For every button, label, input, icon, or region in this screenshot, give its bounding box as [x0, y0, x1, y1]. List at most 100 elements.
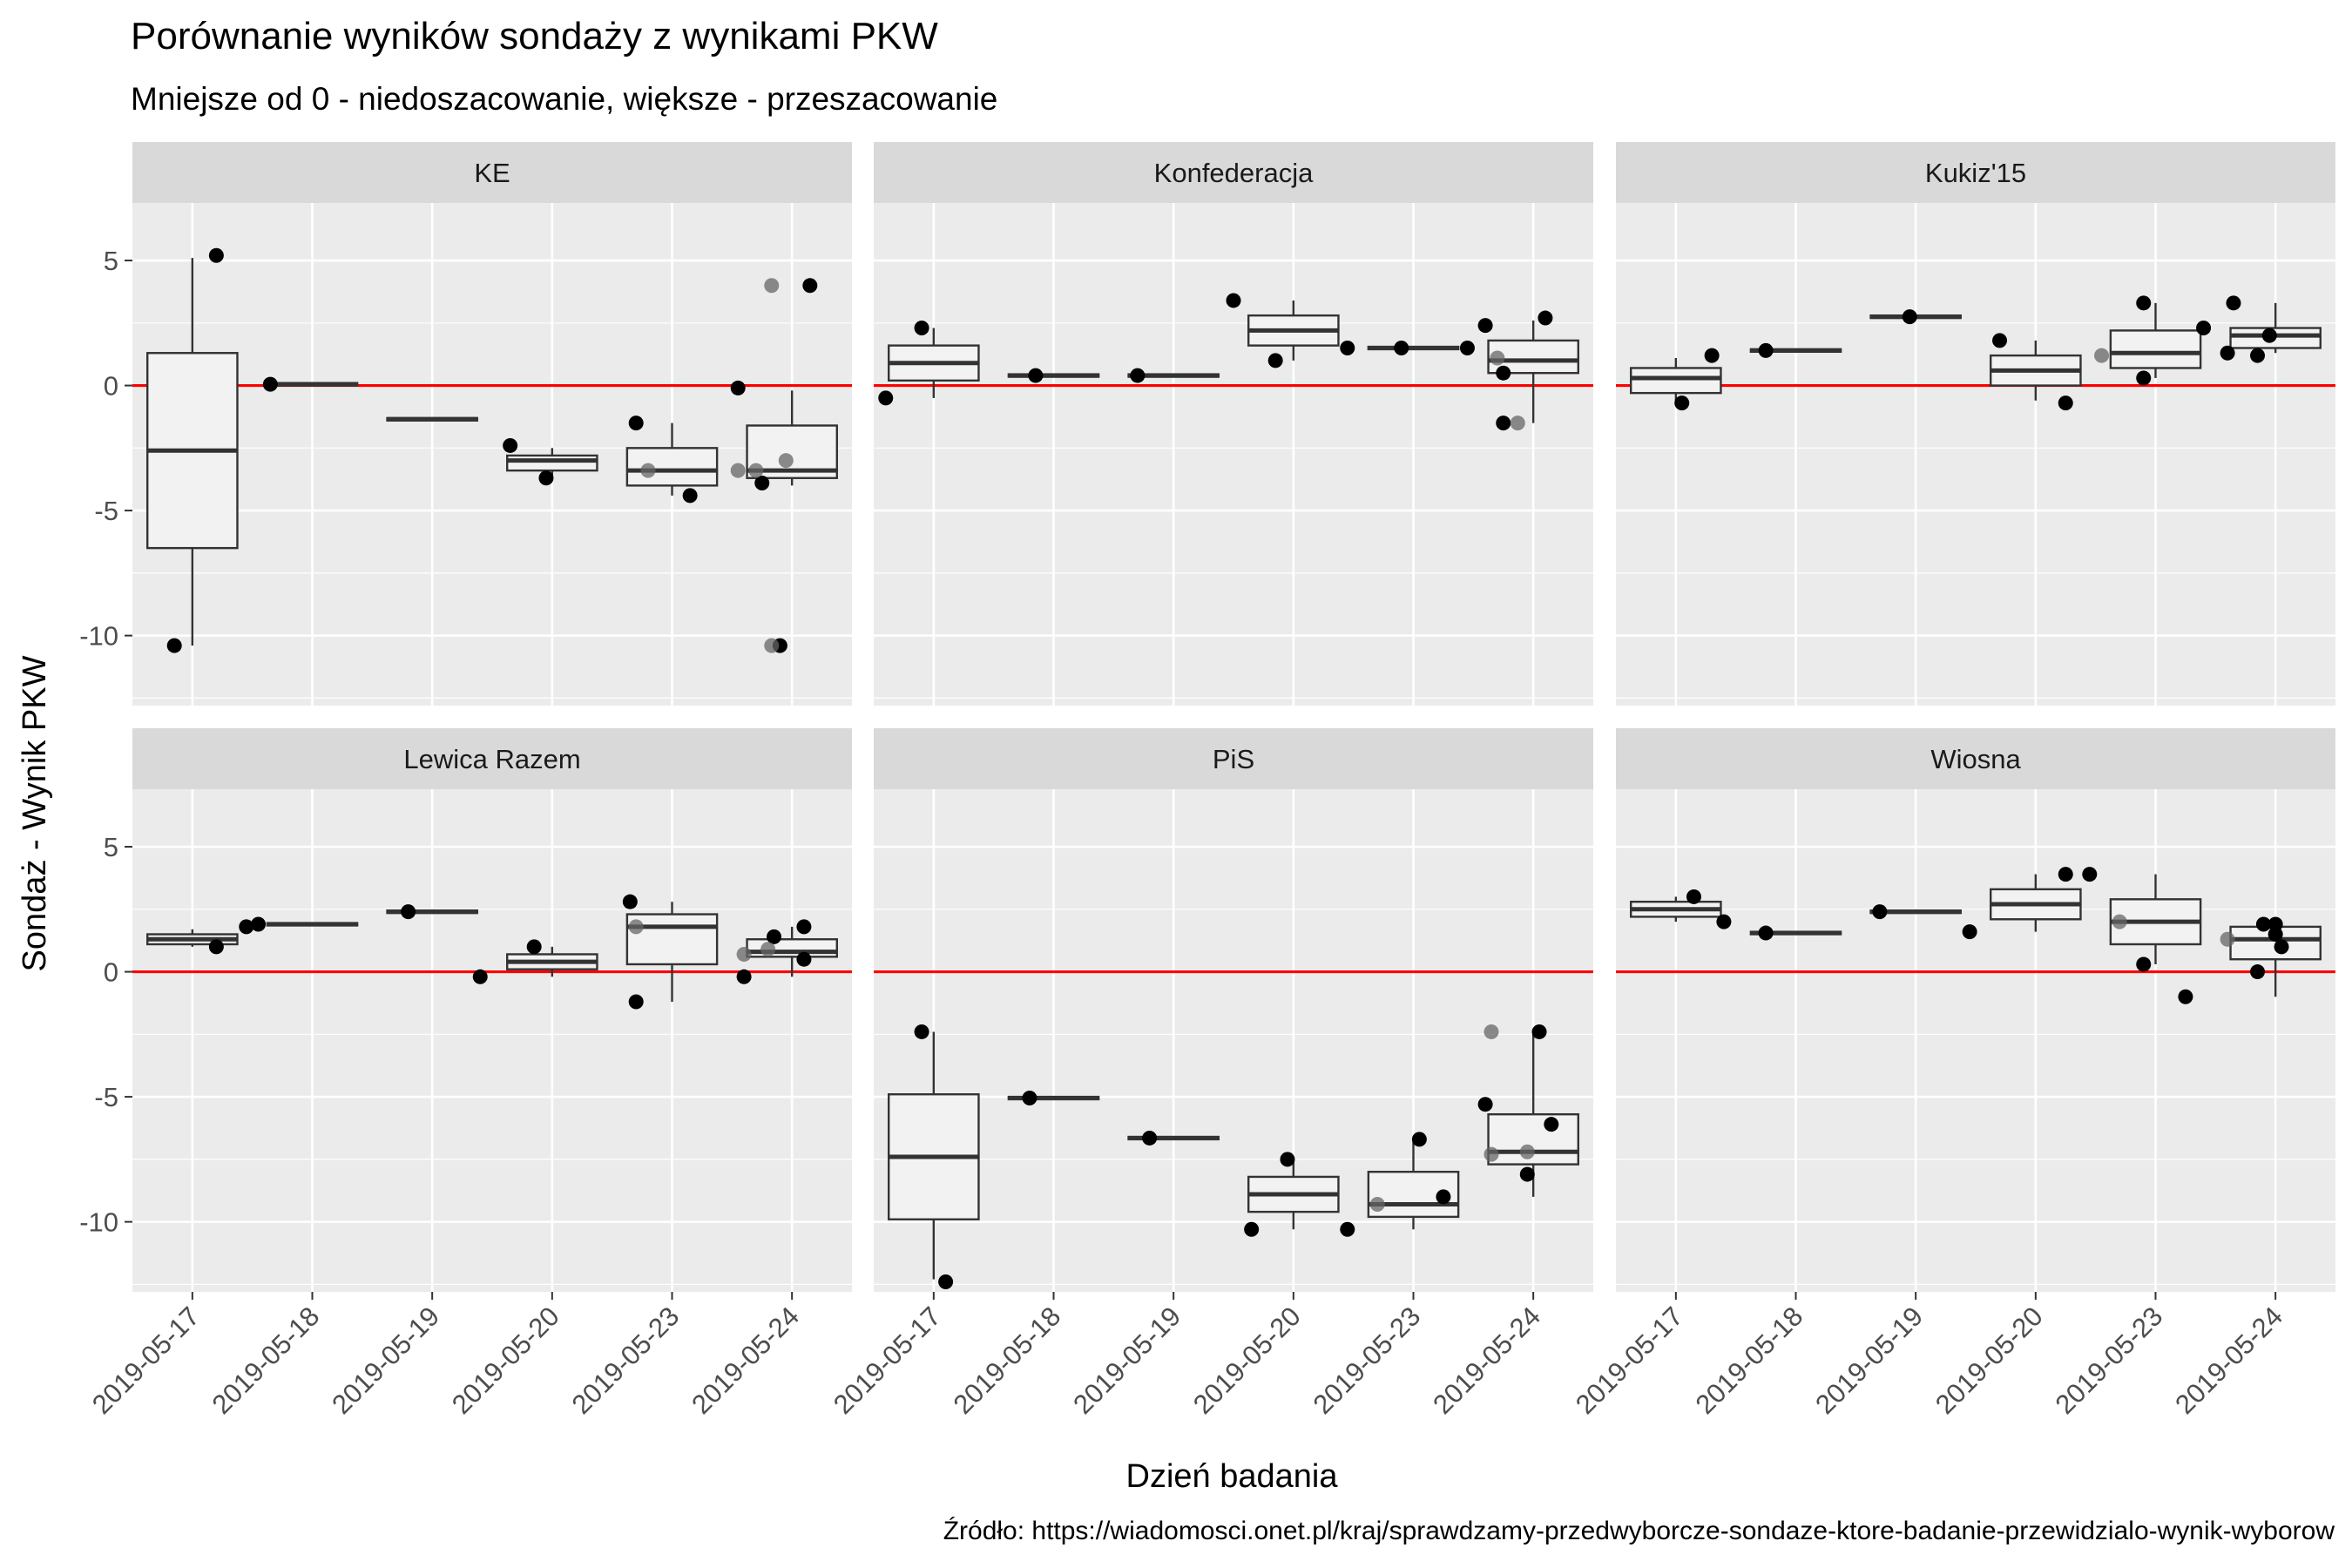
boxplot — [1007, 1095, 1100, 1101]
facet-label: Konfederacja — [1154, 158, 1314, 188]
boxplot — [1630, 896, 1722, 923]
data-point — [778, 453, 794, 469]
panel-background — [1616, 203, 2335, 706]
y-tick-label: 0 — [104, 957, 118, 988]
x-tick-label: 2019-05-24 — [1427, 1301, 1546, 1420]
data-point — [730, 463, 746, 478]
data-point — [2058, 867, 2073, 882]
data-point — [1226, 293, 1241, 308]
boxplot — [1127, 1135, 1220, 1141]
box — [1487, 1112, 1579, 1166]
panel-background — [1616, 789, 2335, 1292]
data-point — [2220, 931, 2235, 947]
x-tick-label: 2019-05-19 — [326, 1301, 445, 1420]
data-point — [914, 1024, 929, 1039]
data-point — [1244, 1221, 1260, 1237]
data-point — [2196, 321, 2212, 336]
facet-strip — [1616, 728, 2335, 789]
boxplot — [1247, 300, 1340, 361]
data-point — [1394, 340, 1409, 355]
data-point — [2250, 348, 2266, 363]
facet-panel: Konfederacja — [874, 142, 1593, 706]
y-tick-label: 5 — [104, 246, 118, 276]
x-tick-label: 2019-05-23 — [2050, 1301, 2169, 1420]
facet-label: Kukiz'15 — [1925, 158, 2026, 188]
data-point — [767, 929, 782, 944]
data-point — [760, 942, 776, 957]
data-point — [730, 380, 746, 395]
data-point — [208, 939, 224, 955]
data-point — [1477, 1097, 1493, 1112]
data-point — [748, 463, 764, 478]
data-point — [1902, 309, 1917, 325]
x-tick-label: 2019-05-24 — [686, 1301, 805, 1420]
data-point — [622, 894, 638, 909]
data-point — [1758, 925, 1774, 941]
boxplot — [1007, 373, 1100, 378]
data-point — [1340, 340, 1355, 355]
x-tick-label: 2019-05-23 — [566, 1301, 686, 1420]
facet-strip — [874, 728, 1593, 789]
boxplot — [266, 922, 359, 927]
x-tick-label: 2019-05-19 — [1809, 1301, 1929, 1420]
facet-panels: KE -10 -5 0 5 Konfederacja Kukiz'15 Lewica Raze… — [79, 142, 2335, 1420]
facet-label: PiS — [1213, 744, 1254, 774]
data-point — [914, 321, 929, 336]
facet-label: Wiosna — [1930, 744, 2021, 774]
data-point — [2136, 956, 2152, 972]
facet-panel: KE -10 -5 0 5 — [79, 142, 852, 706]
facet-strip — [132, 728, 852, 789]
data-point — [1477, 318, 1493, 334]
panel-background — [132, 789, 852, 1292]
data-point — [166, 638, 182, 653]
data-point — [2094, 348, 2110, 363]
data-point — [1028, 368, 1044, 383]
y-tick-label: -5 — [94, 496, 118, 526]
data-point — [1142, 1130, 1158, 1146]
boxplot — [386, 416, 478, 422]
data-point — [208, 247, 224, 263]
data-point — [1436, 1189, 1451, 1205]
box — [1630, 367, 1722, 395]
boxplot — [625, 902, 719, 1003]
data-point — [1022, 1091, 1037, 1106]
y-tick-label: 0 — [104, 371, 118, 402]
facet-label: KE — [474, 158, 510, 188]
source-caption: Źródło: https://wiadomosci.onet.pl/kraj/… — [943, 1517, 2335, 1545]
data-point — [2268, 926, 2283, 942]
data-point — [938, 1274, 954, 1290]
data-point — [2250, 964, 2266, 980]
boxplot — [506, 448, 598, 478]
data-point — [628, 416, 644, 431]
y-tick-label: -10 — [79, 621, 118, 652]
data-point — [2226, 295, 2241, 311]
data-point — [1686, 889, 1701, 904]
data-point — [2178, 989, 2193, 1004]
boxplot — [1990, 340, 2082, 401]
y-tick-label: -5 — [94, 1082, 118, 1112]
x-tick-label: 2019-05-20 — [1187, 1301, 1307, 1420]
data-point — [2255, 916, 2271, 932]
data-point — [796, 951, 812, 967]
data-point — [2112, 914, 2127, 929]
data-point — [2136, 370, 2152, 386]
data-point — [1459, 340, 1475, 355]
data-point — [2058, 395, 2073, 411]
data-point — [472, 969, 488, 984]
boxplot — [1367, 345, 1460, 351]
boxplot — [1247, 1159, 1340, 1230]
x-tick-label: 2019-05-24 — [2169, 1301, 2288, 1420]
data-point — [1758, 342, 1774, 358]
chart-subtitle: Mniejsze od 0 - niedoszacowanie, większe… — [131, 81, 997, 117]
x-tick-label: 2019-05-20 — [446, 1301, 565, 1420]
data-point — [736, 969, 752, 984]
data-point — [682, 488, 698, 504]
boxplot — [146, 929, 239, 947]
data-point — [1510, 416, 1525, 431]
data-point — [1490, 350, 1505, 366]
data-point — [538, 470, 554, 486]
boxplot — [2109, 302, 2202, 378]
boxplot — [506, 946, 598, 977]
